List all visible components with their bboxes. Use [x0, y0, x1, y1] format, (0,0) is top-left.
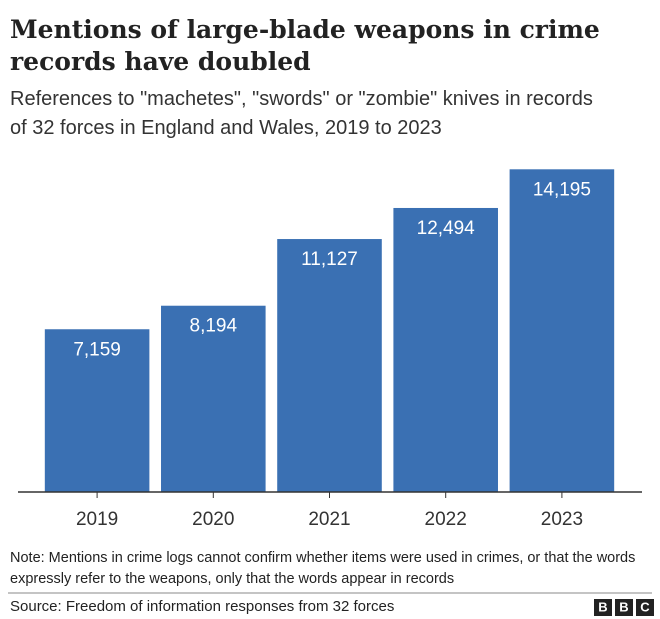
- x-tick-label: 2023: [541, 509, 583, 530]
- x-tick-label: 2020: [192, 509, 234, 530]
- bar: [161, 305, 266, 492]
- logo-box: [594, 599, 612, 616]
- logo-letter: C: [640, 599, 650, 614]
- chart-title: Mentions of large-blade weapons in crime…: [10, 15, 600, 76]
- text-line: References to "machetes", "swords" or "z…: [10, 88, 593, 110]
- source: Source: Freedom of information responses…: [10, 598, 394, 615]
- logo-letter: B: [598, 599, 607, 614]
- x-tick-label: 2022: [425, 509, 467, 530]
- bar: [277, 239, 382, 492]
- value-label: 11,127: [301, 249, 358, 270]
- text-block: Mentions of large-blade weapons in crime…: [10, 15, 600, 76]
- text-line: records have doubled: [10, 47, 311, 76]
- text-line: Mentions of large-blade weapons in crime: [10, 15, 600, 44]
- bar: [44, 329, 150, 492]
- value-label: 12,494: [417, 218, 476, 239]
- logo-box: [636, 599, 654, 616]
- note: Note: Mentions in crime logs cannot conf…: [10, 550, 635, 587]
- bar: [509, 169, 615, 492]
- text-line: Note: Mentions in crime logs cannot conf…: [10, 550, 635, 566]
- text-line: expressly refer to the weapons, only tha…: [10, 571, 454, 587]
- text-block: Note: Mentions in crime logs cannot conf…: [10, 550, 635, 587]
- text-line: of 32 forces in England and Wales, 2019 …: [10, 117, 442, 139]
- chart-subtitle: References to "machetes", "swords" or "z…: [10, 88, 593, 139]
- text-block: References to "machetes", "swords" or "z…: [10, 88, 593, 139]
- value-label: 7,159: [73, 339, 121, 360]
- value-label: 14,195: [533, 179, 591, 200]
- logo-box: [615, 599, 633, 616]
- value-label: 8,194: [190, 316, 238, 337]
- x-tick-label: 2021: [308, 509, 350, 530]
- bar: [393, 207, 498, 492]
- logo-letter: B: [619, 599, 628, 614]
- x-tick-label: 2019: [76, 509, 118, 530]
